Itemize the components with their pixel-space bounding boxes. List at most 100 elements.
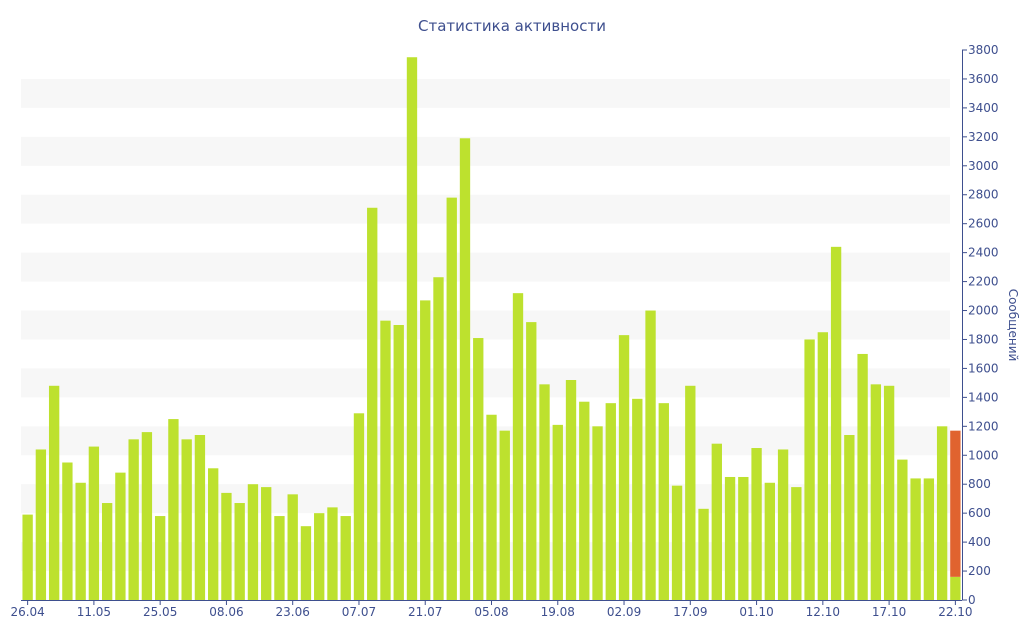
x-tick-label: 02.09 xyxy=(607,605,641,619)
bar xyxy=(420,300,431,600)
y-tick-label: 3400 xyxy=(968,101,999,115)
bar xyxy=(777,449,789,600)
bar xyxy=(101,503,113,600)
chart-title: Статистика активности xyxy=(418,17,606,35)
bar xyxy=(645,310,656,600)
bar xyxy=(340,516,351,600)
bar xyxy=(194,435,206,600)
bar xyxy=(552,424,563,600)
bar xyxy=(698,508,709,600)
bar xyxy=(261,487,272,600)
bar xyxy=(128,439,139,600)
bar xyxy=(870,384,882,600)
x-tick-label: 08.06 xyxy=(209,605,243,619)
bar xyxy=(433,277,444,600)
bar xyxy=(115,472,126,600)
x-tick-label: 17.10 xyxy=(872,605,906,619)
y-tick-label: 3000 xyxy=(968,159,999,173)
bar xyxy=(459,138,471,600)
bar xyxy=(168,419,179,600)
y-tick-label: 1600 xyxy=(968,361,999,375)
bar xyxy=(738,476,749,600)
bar xyxy=(751,448,762,600)
bar xyxy=(526,322,537,600)
x-tick-label: 17.09 xyxy=(673,605,707,619)
y-tick-label: 800 xyxy=(968,477,991,491)
bar xyxy=(141,432,153,600)
bar xyxy=(247,484,259,600)
bar-base-segment xyxy=(950,576,961,600)
y-tick-label: 3200 xyxy=(968,130,999,144)
bar xyxy=(22,514,33,600)
grid-band xyxy=(21,310,950,340)
x-tick-label: 12.10 xyxy=(806,605,840,619)
bar xyxy=(883,385,895,600)
y-tick-label: 600 xyxy=(968,506,991,520)
bar xyxy=(685,385,696,600)
y-tick-label: 400 xyxy=(968,535,991,549)
x-tick-label: 19.08 xyxy=(541,605,575,619)
y-axis-ticks: 0 200 400 600 800 1000 1200 1400 1600 1800 2000 220… xyxy=(962,43,999,607)
x-tick-label: 22.10 xyxy=(938,605,972,619)
bar xyxy=(367,207,378,600)
bar xyxy=(817,332,829,600)
bar xyxy=(181,439,192,600)
y-tick-label: 2000 xyxy=(968,304,999,318)
bar xyxy=(857,353,868,600)
y-tick-label: 3600 xyxy=(968,72,999,86)
bar xyxy=(393,325,404,600)
y-tick-label: 2200 xyxy=(968,275,999,289)
y-axis-label: Сообщений xyxy=(1006,289,1020,362)
bar xyxy=(48,385,60,600)
bar xyxy=(274,516,285,600)
y-tick-label: 200 xyxy=(968,564,991,578)
bar xyxy=(724,476,736,600)
bar xyxy=(936,426,948,600)
bar xyxy=(35,449,47,600)
bar xyxy=(711,443,722,600)
grid-band xyxy=(21,78,950,108)
y-tick-label: 2400 xyxy=(968,246,999,260)
y-tick-label: 2600 xyxy=(968,217,999,231)
bar xyxy=(473,338,484,600)
bar xyxy=(592,426,603,600)
y-tick-label: 3800 xyxy=(968,43,999,57)
x-tick-label: 25.05 xyxy=(143,605,177,619)
bar xyxy=(844,435,855,600)
bar xyxy=(300,526,312,600)
bar xyxy=(923,478,935,600)
x-tick-label: 26.04 xyxy=(10,605,44,619)
bar xyxy=(671,485,683,600)
bar xyxy=(579,401,590,600)
x-tick-label: 11.05 xyxy=(77,605,111,619)
bar xyxy=(804,339,815,600)
bar xyxy=(234,503,245,600)
bar xyxy=(221,492,232,600)
y-tick-label: 1200 xyxy=(968,419,999,433)
bar xyxy=(446,197,457,600)
grid-band xyxy=(21,368,950,398)
bar xyxy=(208,468,219,600)
bar xyxy=(512,293,524,600)
bar xyxy=(764,482,775,600)
bar xyxy=(632,398,643,600)
bar xyxy=(380,320,391,600)
bar xyxy=(314,513,325,600)
grid-band xyxy=(21,136,950,166)
x-tick-label: 01.10 xyxy=(739,605,773,619)
bar xyxy=(75,482,86,600)
bar xyxy=(910,478,921,600)
grid-band xyxy=(21,252,950,282)
bar xyxy=(327,507,338,600)
grid-band xyxy=(21,194,950,224)
bar xyxy=(486,414,497,600)
bar xyxy=(605,403,616,600)
bar xyxy=(791,487,802,600)
y-tick-label: 0 xyxy=(968,593,976,607)
x-tick-label: 23.06 xyxy=(276,605,310,619)
bar xyxy=(353,413,365,600)
bar xyxy=(830,246,842,600)
y-tick-label: 1800 xyxy=(968,332,999,346)
bar xyxy=(406,57,418,601)
